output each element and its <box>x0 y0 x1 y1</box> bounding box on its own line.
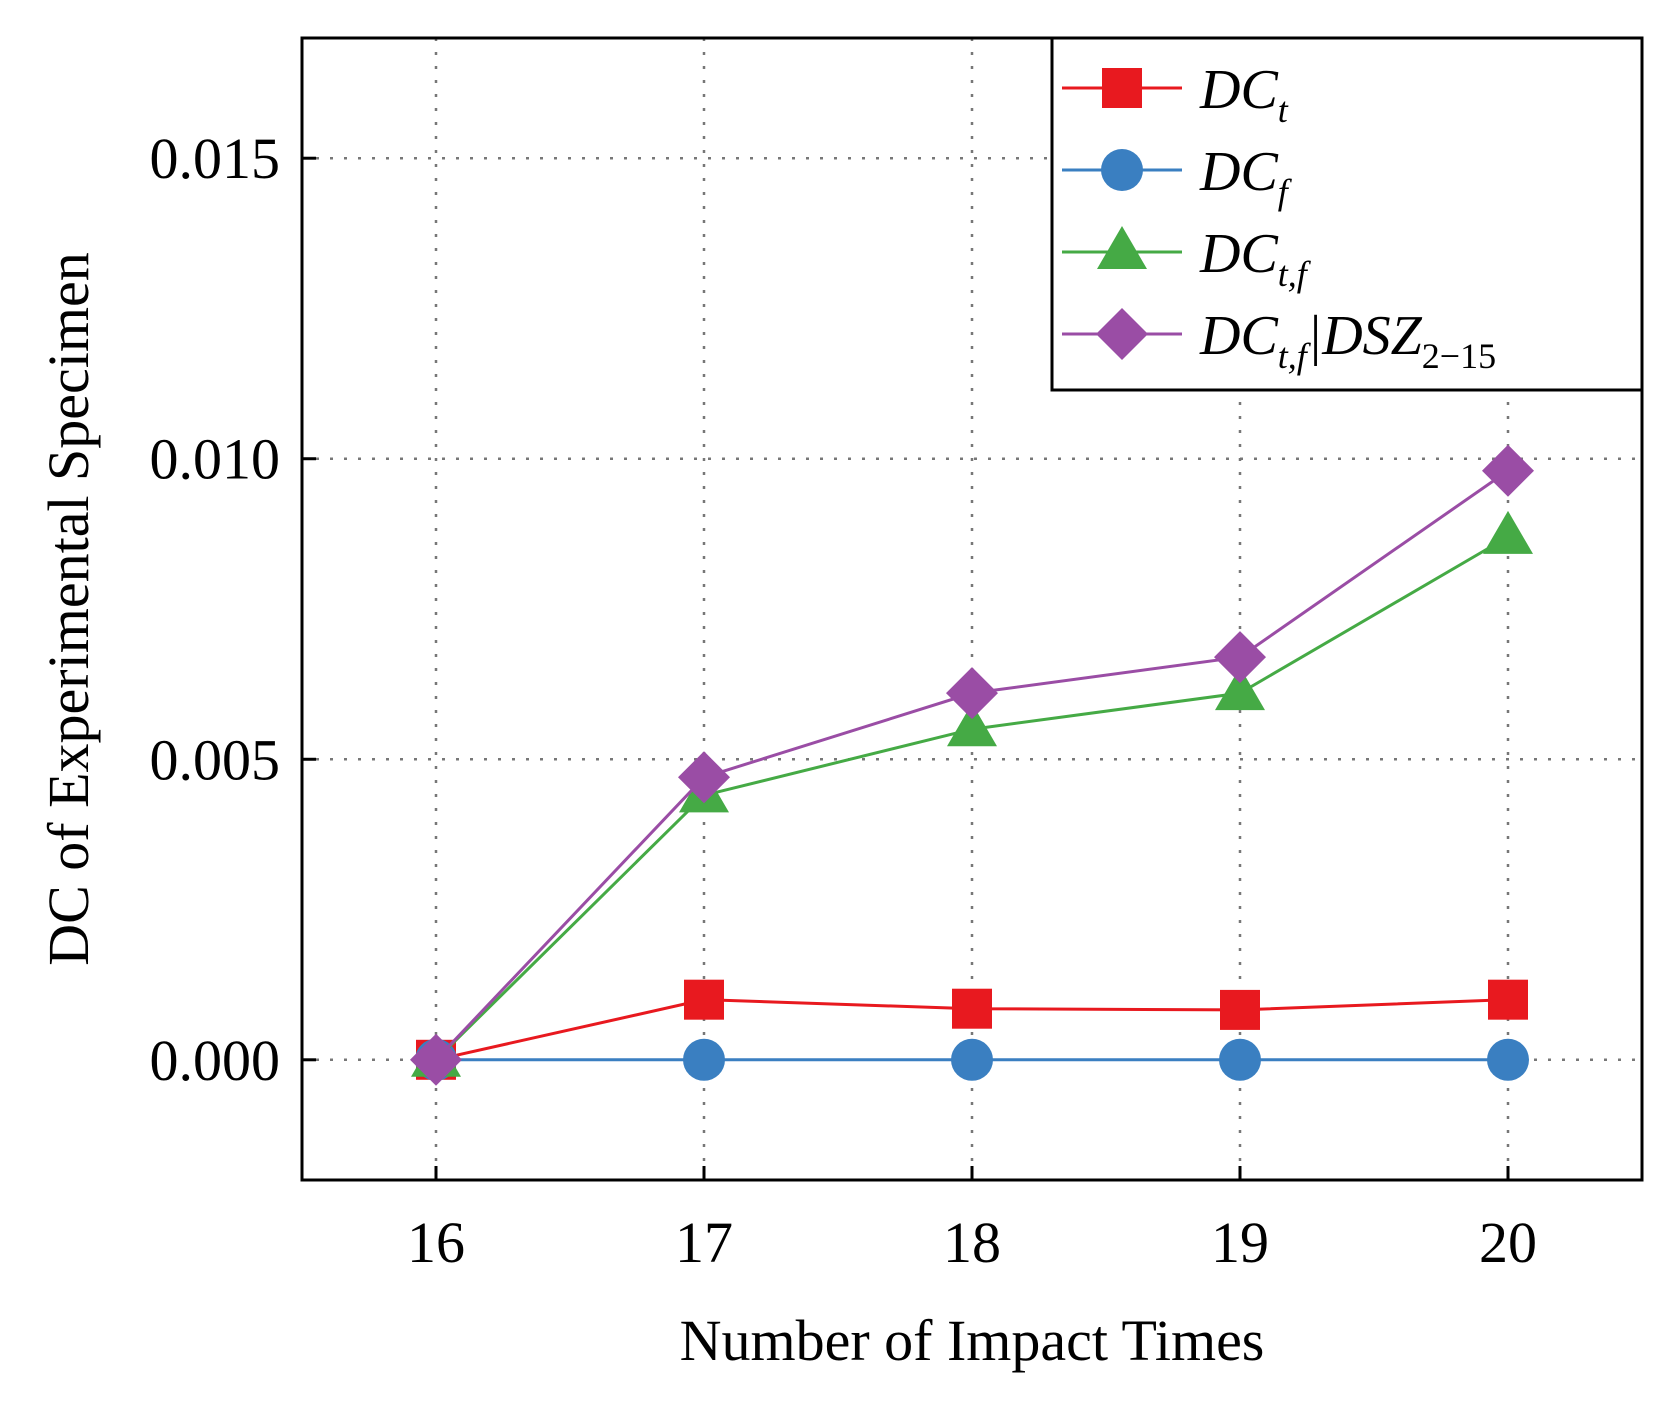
series-1-point <box>1220 989 1260 1030</box>
legend-item-4: DCt,f|DSZ2−15 <box>1062 305 1496 376</box>
legend-item-1: DCt <box>1062 59 1289 130</box>
legend-label-main: DC <box>1199 141 1278 203</box>
x-tick-label: 16 <box>407 1210 465 1275</box>
series-2-point <box>951 1038 993 1081</box>
y-tick-label: 0.005 <box>150 727 281 792</box>
legend-marker <box>1102 68 1142 108</box>
series-1-point <box>684 979 724 1020</box>
legend-label-sub: t,f <box>1278 254 1312 294</box>
legend-label-suffix: |DSZ <box>1307 305 1423 367</box>
y-tick-label: 0.015 <box>150 126 281 191</box>
series-4-point <box>410 1033 462 1086</box>
legend-marker <box>1096 308 1148 360</box>
series-1-point <box>1488 979 1528 1020</box>
legend-label-suffix-sub: 2−15 <box>1422 336 1496 376</box>
y-tick-label: 0.010 <box>150 427 281 492</box>
series-4-point <box>1482 444 1534 497</box>
axis-ticks: 16 17 18 19 20 0.000 0.005 0.010 0.015 <box>150 126 1538 1275</box>
series-layer <box>410 444 1534 1086</box>
series-1-point <box>952 988 992 1029</box>
series-2-point <box>1219 1038 1261 1081</box>
series-3-line <box>434 535 1509 1061</box>
legend-item-2: DCf <box>1062 141 1293 212</box>
legend-label-sub: t,f <box>1278 336 1312 376</box>
legend-label-main: DC <box>1199 59 1278 121</box>
x-tick-label: 19 <box>1211 1210 1269 1275</box>
legend-label: DCt,f <box>1199 223 1312 294</box>
series-2-point <box>1487 1038 1529 1081</box>
legend-marker <box>1097 226 1147 269</box>
series-1 <box>416 979 1528 1080</box>
series-4-point <box>1214 631 1266 684</box>
series-2 <box>415 1038 1529 1081</box>
series-4-point <box>678 751 730 804</box>
legend-label-main: DC <box>1199 223 1278 285</box>
x-tick-label: 18 <box>943 1210 1001 1275</box>
series-4 <box>410 444 1534 1086</box>
series-3-point <box>947 703 997 747</box>
x-axis-title: Number of Impact Times <box>680 1308 1265 1373</box>
legend-label-sub: t <box>1278 90 1289 130</box>
series-4-point <box>946 667 998 720</box>
legend-box <box>1050 36 1644 392</box>
legend-marker <box>1101 149 1143 191</box>
y-axis-title: DC of Experimental Specimen <box>36 252 101 966</box>
x-tick-label: 17 <box>675 1210 733 1275</box>
series-4-line <box>434 469 1509 1061</box>
series-3-point <box>1483 510 1533 554</box>
series-2-point <box>683 1038 725 1081</box>
x-tick-label: 20 <box>1479 1210 1537 1275</box>
legend-label: DCt,f|DSZ2−15 <box>1199 305 1496 376</box>
legend-label: DCf <box>1199 141 1293 212</box>
legend-item-3: DCt,f <box>1062 223 1312 294</box>
y-tick-label: 0.000 <box>150 1028 281 1093</box>
legend-label-main: DC <box>1199 305 1278 367</box>
legend-label: DCt <box>1199 59 1289 130</box>
series-3-point <box>1215 667 1265 711</box>
